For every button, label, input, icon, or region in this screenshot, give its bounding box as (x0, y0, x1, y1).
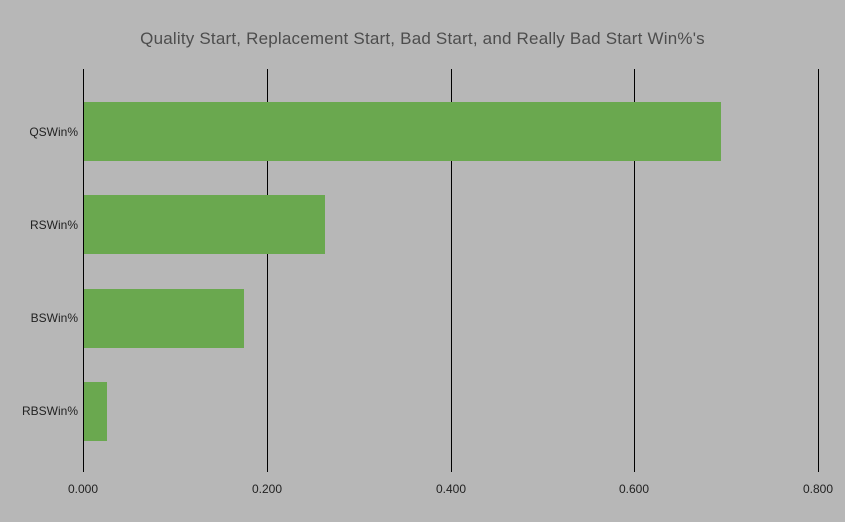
bar-rbswin (84, 382, 107, 441)
category-label: QSWin% (29, 125, 78, 139)
x-tick-label: 0.000 (67, 482, 99, 496)
category-label: RBSWin% (21, 404, 78, 418)
plot-area (83, 69, 819, 472)
category-label: BSWin% (30, 311, 78, 325)
bar-rswin (84, 195, 325, 254)
gridline (83, 69, 84, 472)
gridline (451, 69, 452, 472)
chart-title: Quality Start, Replacement Start, Bad St… (140, 29, 705, 48)
bar-qswin (84, 102, 721, 161)
bar-bswin (84, 289, 244, 348)
gridline (634, 69, 635, 472)
x-tick-label: 0.800 (802, 482, 834, 496)
x-tick-label: 0.600 (618, 482, 650, 496)
gridline (818, 69, 819, 472)
gridline (267, 69, 268, 472)
category-label: RSWin% (29, 218, 78, 232)
x-tick-label: 0.400 (435, 482, 467, 496)
x-tick-label: 0.200 (251, 482, 283, 496)
